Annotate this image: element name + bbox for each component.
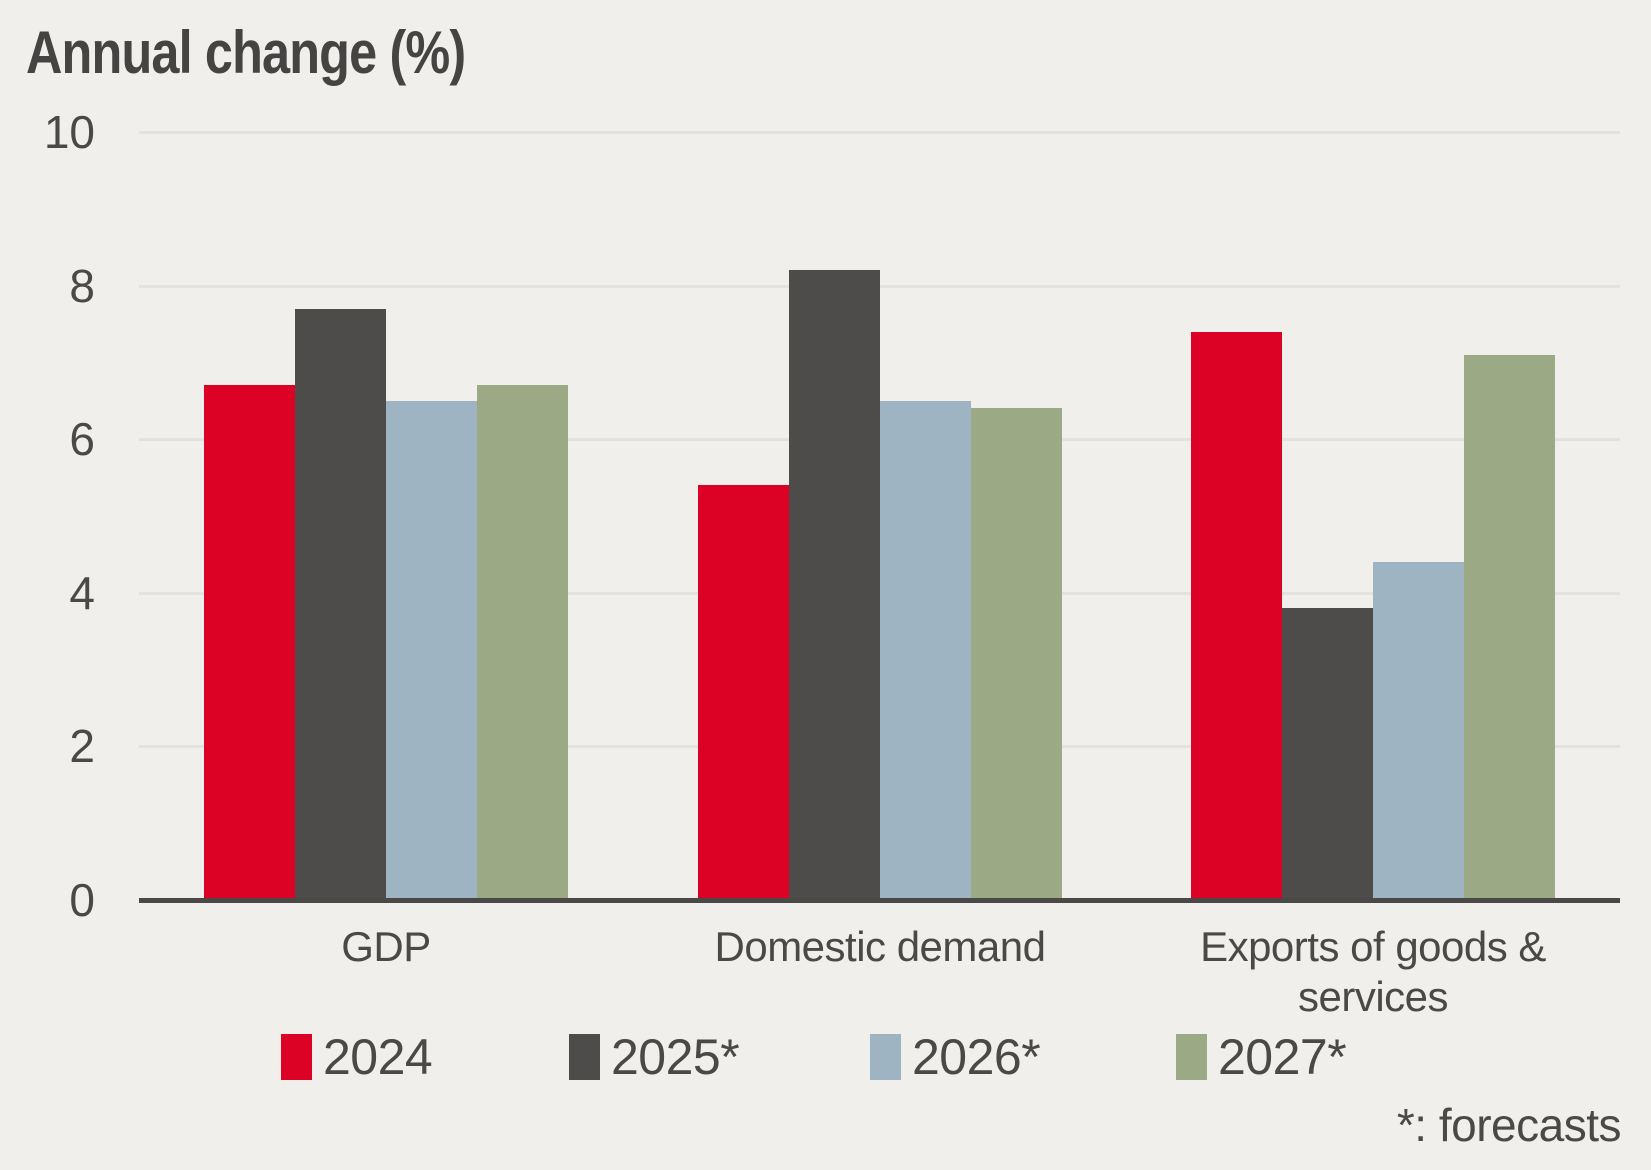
bar-2025-exports-of-goods-services [1282, 608, 1373, 902]
legend-swatch-icon [870, 1034, 901, 1080]
bar-2024-gdp [204, 385, 295, 902]
y-axis-tick-label: 0 [69, 874, 95, 926]
y-axis-tick-label: 10 [43, 106, 95, 158]
bar-2024-domestic-demand [698, 485, 789, 902]
chart-title: Annual change (%) [26, 19, 466, 86]
bar-2027-domestic-demand [971, 408, 1062, 902]
legend-item-2024: 2024 [281, 1028, 433, 1086]
legend-label: 2024 [323, 1029, 433, 1085]
x-axis-line [139, 898, 1620, 903]
legend-item-2027: 2027* [1176, 1028, 1347, 1086]
legend-item-2026: 2026* [870, 1028, 1041, 1086]
legend-label: 2025* [611, 1029, 740, 1085]
legend-swatch-icon [1176, 1034, 1207, 1080]
bar-2027-gdp [477, 385, 568, 902]
bar-2025-domestic-demand [789, 270, 880, 902]
x-category-label-exports-of-goods-services: Exports of goods & services [1200, 923, 1546, 1020]
legend-swatch-icon [281, 1034, 312, 1080]
forecast-footnote: *: forecasts [1396, 1099, 1622, 1151]
legend-item-2025: 2025* [569, 1028, 740, 1086]
y-axis-tick-label: 4 [69, 567, 95, 619]
bar-2026-exports-of-goods-services [1373, 562, 1464, 902]
x-category-label-domestic-demand: Domestic demand [714, 923, 1046, 970]
bar-2026-gdp [386, 401, 477, 902]
bar-2027-exports-of-goods-services [1464, 355, 1555, 902]
y-axis-tick-label: 8 [69, 260, 95, 312]
legend-swatch-icon [569, 1034, 600, 1080]
bar-2025-gdp [295, 309, 386, 902]
y-axis-tick-label: 2 [69, 720, 95, 772]
x-category-label-gdp: GDP [341, 923, 431, 970]
gridline-10 [139, 131, 1620, 134]
bar-2024-exports-of-goods-services [1191, 332, 1282, 902]
legend-label: 2027* [1218, 1029, 1347, 1085]
legend-label: 2026* [912, 1029, 1041, 1085]
bar-2026-domestic-demand [880, 401, 971, 902]
y-axis-tick-label: 6 [69, 413, 95, 465]
